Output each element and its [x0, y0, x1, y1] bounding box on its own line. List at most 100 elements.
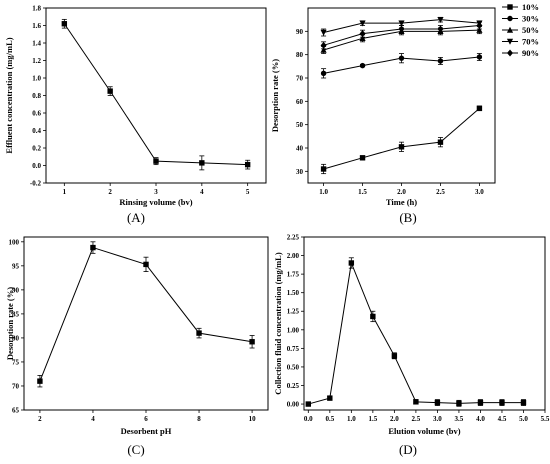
y-axis-label: Effluent concentration (mg/mL): [4, 37, 14, 153]
y-tick-label: 2.00: [287, 252, 300, 260]
panel-b: 1.0 1.5 2.0 2.5 3.0 30 40 50 60 70 80 90 Time (h) Des…: [270, 2, 539, 225]
data-point: [359, 62, 366, 69]
x-tick-label: 5.0: [519, 415, 528, 423]
data-point: [320, 46, 327, 53]
data-point: [398, 55, 405, 61]
x-axis-label: Elution volume (bv): [388, 426, 460, 436]
data-point: [143, 261, 149, 268]
data-point: [359, 155, 366, 161]
y-tick-label: 0.4: [32, 127, 41, 135]
x-tick-label: 10: [249, 415, 257, 423]
y-tick-label: 0.6: [32, 110, 41, 118]
data-point: [499, 399, 505, 406]
y-tick-label: 1.4: [32, 40, 41, 48]
x-tick-label: 2: [108, 188, 112, 196]
panel-label: (A): [127, 210, 145, 225]
legend-marker: [506, 38, 514, 45]
data-point: [398, 25, 405, 33]
x-tick-label: 3.0: [433, 415, 442, 423]
y-tick-label: 85: [12, 310, 20, 318]
y-tick-label: 1.75: [287, 271, 300, 279]
x-tick-label: 0.5: [325, 415, 334, 423]
data-point: [398, 144, 405, 150]
y-tick-label: 30: [296, 168, 304, 176]
y-tick-label: 1.25: [287, 308, 300, 316]
legend-entry: 50%: [522, 25, 539, 35]
y-tick-label: 0.00: [287, 401, 300, 409]
x-tick-label: 1.0: [347, 415, 356, 423]
y-tick-label: 1.6: [32, 22, 41, 30]
x-axis-label: Time (h): [386, 197, 417, 207]
legend-marker: [507, 15, 513, 22]
data-point: [413, 399, 419, 405]
x-tick-label: 3: [154, 188, 158, 196]
data-point: [359, 35, 366, 42]
x-tick-label: 6: [144, 415, 148, 423]
data-point: [90, 244, 96, 251]
data-point: [107, 88, 113, 94]
x-tick-label: 2.5: [412, 415, 421, 423]
data-point: [327, 395, 333, 401]
y-tick-label: 1.8: [32, 5, 41, 13]
data-point: [370, 313, 376, 320]
x-tick-label: 5: [246, 188, 250, 196]
plot-frame: [45, 7, 267, 184]
x-tick-label: 2.0: [390, 415, 399, 423]
legend-entry: 70%: [522, 37, 539, 47]
x-tick-label: 2.5: [436, 188, 445, 196]
data-point: [61, 21, 68, 27]
x-tick-label: 4: [200, 188, 204, 196]
y-tick-label: 0.8: [32, 92, 41, 100]
data-point: [476, 26, 483, 33]
data-point: [437, 58, 444, 64]
legend-entry: 90%: [522, 48, 539, 58]
data-point: [456, 400, 462, 407]
data-point: [437, 25, 444, 33]
y-axis-label: Desorption rate (%): [270, 59, 280, 132]
x-axis-label: Desorbent pH: [121, 426, 172, 436]
legend-marker: [507, 49, 513, 57]
x-tick-label: 4.5: [498, 415, 507, 423]
panel-a: 1 2 3 4 5 -0.2 0.0 0.2 0.4 0.6 0.8 1.0 1.2 1.4 1.6 1.8 R…: [4, 5, 267, 225]
x-tick-label: 1.5: [358, 188, 367, 196]
x-tick-label: 2: [38, 415, 42, 423]
y-tick-label: 1.2: [32, 57, 41, 65]
data-point: [320, 166, 327, 172]
y-tick-label: 70: [296, 75, 304, 83]
x-tick-label: 4: [91, 415, 95, 423]
y-tick-label: 65: [12, 407, 20, 415]
y-tick-label: 60: [296, 98, 304, 106]
data-point: [476, 22, 483, 29]
series-line: [308, 261, 524, 405]
legend-marker: [507, 4, 513, 10]
x-tick-label: 1.5: [368, 415, 377, 423]
y-tick-label: 1.50: [287, 289, 300, 297]
legend-entry: 30%: [522, 14, 539, 24]
panel-label: (C): [127, 442, 144, 457]
y-tick-label: 0.25: [287, 382, 300, 390]
data-point: [348, 260, 355, 266]
y-tick-label: 50: [296, 121, 304, 129]
y-tick-label: 1.00: [287, 326, 300, 334]
data-point: [244, 161, 251, 168]
data-point: [476, 54, 483, 60]
y-tick-label: 0.0: [32, 162, 41, 170]
y-axis-label: Collection fluid concentration (mg/mL): [273, 252, 283, 395]
panel-label: (B): [399, 210, 416, 225]
y-tick-label: 80: [12, 334, 20, 342]
data-point: [320, 70, 327, 77]
panel-label: (D): [399, 442, 417, 457]
data-point: [391, 353, 398, 359]
x-tick-label: 2.0: [397, 188, 406, 196]
data-point: [196, 330, 202, 336]
y-axis-label: Desorption rate (%): [5, 287, 15, 360]
legend-entry: 10%: [522, 2, 539, 12]
data-point: [320, 41, 327, 49]
data-point: [359, 20, 366, 27]
x-tick-label: 1.0: [319, 188, 328, 196]
panel-c: 2 4 6 8 10 65 70 75 80 85 90 95 100 Desorbent pH Desor…: [5, 236, 269, 457]
data-point: [305, 401, 312, 407]
x-axis-label: Rinsing volume (bv): [119, 197, 192, 207]
data-point: [520, 399, 527, 406]
